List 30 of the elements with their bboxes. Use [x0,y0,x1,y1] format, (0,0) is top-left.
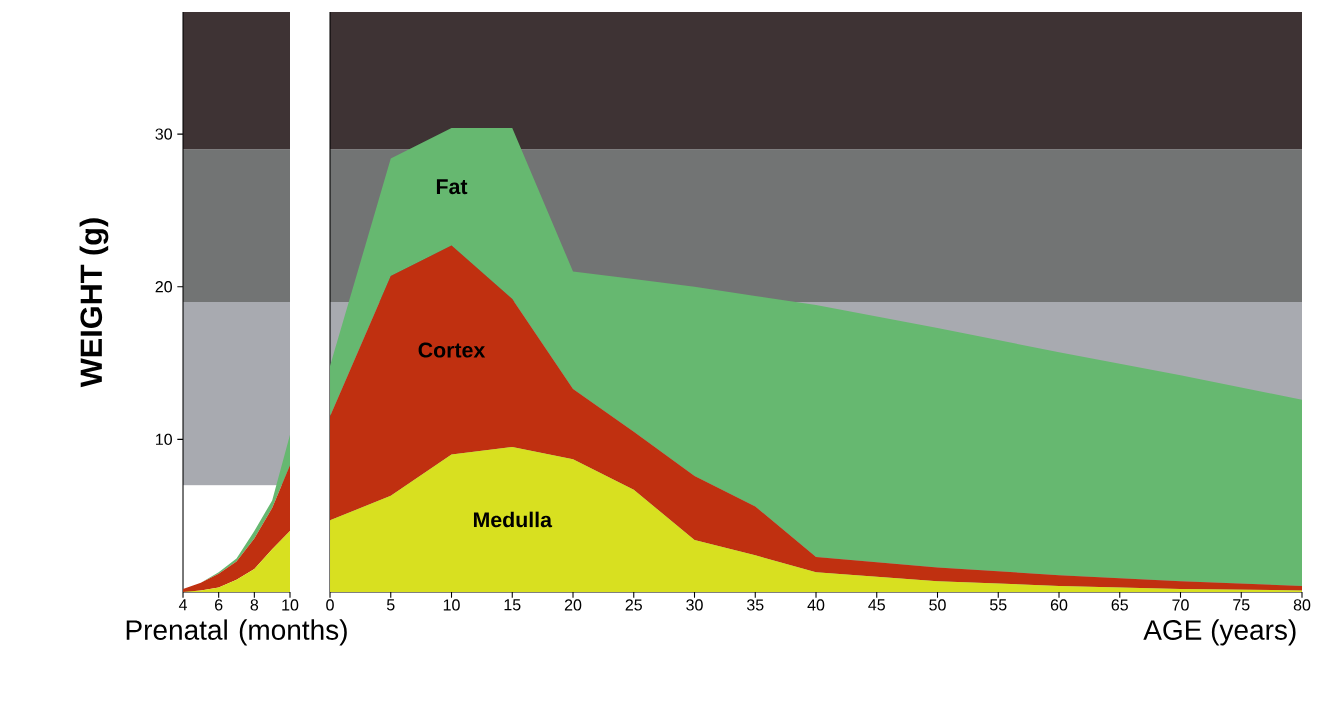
y-axis-title: WEIGHT (g) [79,218,109,388]
x-tick-label: 65 [1111,599,1128,611]
x-tick-label: 0 [326,599,334,611]
x-tick-label: 50 [929,599,946,611]
y-tick-label: 20 [155,281,172,293]
series-label: Fat [436,179,468,195]
x-tick-label: 10 [443,599,460,611]
x-tick-label: 4 [178,599,187,611]
series-label: Cortex [418,342,486,358]
x-axis-title: AGE (years) [1143,619,1296,646]
x-tick-label: 55 [990,599,1007,611]
y-tick-label: 30 [155,128,172,140]
x-tick-label: 5 [386,599,395,611]
x-tick-label: 8 [250,599,259,611]
x-tick-label: 15 [504,599,521,611]
x-tick-label: 25 [625,599,642,611]
series-label: Medulla [473,511,553,528]
x-tick-label: 40 [807,599,825,611]
x-tick-label: 60 [1050,599,1068,611]
x-tick-label: 75 [1233,599,1250,611]
x-tick-label: 6 [215,599,223,611]
x-tick-label: 70 [1172,599,1189,611]
x-tick-label: 35 [746,599,764,611]
x-tick-label: 30 [686,599,703,611]
x-tick-label: 20 [564,599,582,611]
x-tick-label: 45 [868,599,885,611]
x-axis-title: Prenatal (months) [126,619,347,646]
y-tick-label: 10 [156,433,172,446]
x-tick-label: 10 [282,599,299,611]
x-tick-label: 80 [1293,599,1311,611]
